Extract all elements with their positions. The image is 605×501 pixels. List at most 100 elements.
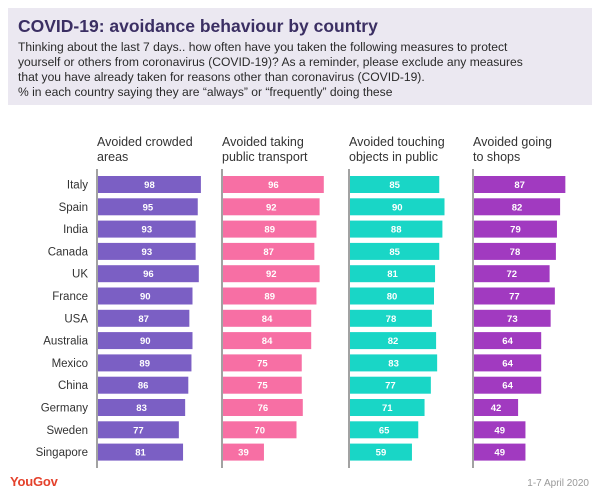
country-label: France xyxy=(52,291,88,303)
country-label: India xyxy=(63,224,89,236)
data-label: 96 xyxy=(268,180,279,191)
data-label: 79 xyxy=(510,225,521,236)
bar-shops xyxy=(474,198,561,216)
data-label: 70 xyxy=(254,425,265,436)
data-label: 96 xyxy=(143,269,154,280)
bar-crowded xyxy=(98,265,199,283)
data-label: 76 xyxy=(258,403,269,414)
subtitle-line: Thinking about the last 7 days.. how oft… xyxy=(18,40,508,54)
data-label: 98 xyxy=(144,180,155,191)
data-label: 77 xyxy=(385,381,396,392)
bar-transport xyxy=(223,309,312,327)
data-label: 81 xyxy=(387,269,398,280)
country-label: Germany xyxy=(41,403,89,415)
series-header: Avoided crowded xyxy=(97,135,193,149)
data-label: 92 xyxy=(266,269,277,280)
data-label: 72 xyxy=(507,269,518,280)
data-label: 84 xyxy=(262,314,273,325)
data-label: 90 xyxy=(140,292,151,303)
country-label: UK xyxy=(72,269,88,281)
data-label: 64 xyxy=(502,358,513,369)
country-label: Italy xyxy=(67,180,88,192)
bar-transport xyxy=(223,354,302,372)
bar-transport xyxy=(223,421,297,439)
bar-touching xyxy=(350,443,412,461)
bar-touching xyxy=(350,242,440,260)
data-label: 90 xyxy=(140,336,151,347)
bar-shops xyxy=(474,242,556,260)
bar-crowded xyxy=(98,443,184,461)
bar-crowded xyxy=(98,354,192,372)
data-label: 64 xyxy=(502,381,513,392)
data-label: 87 xyxy=(263,247,274,258)
data-label: 49 xyxy=(494,425,505,436)
bar-touching xyxy=(350,287,434,305)
country-label: Singapore xyxy=(36,447,88,459)
series-header: to shops xyxy=(473,150,520,164)
series-header: Avoided touching xyxy=(349,135,445,149)
chart-subtitle: Thinking about the last 7 days.. how oft… xyxy=(18,40,588,100)
data-label: 49 xyxy=(494,448,505,459)
data-label: 73 xyxy=(507,314,518,325)
data-label: 84 xyxy=(262,336,273,347)
series-header: objects in public xyxy=(349,150,438,164)
bar-crowded xyxy=(98,421,179,439)
country-label: Australia xyxy=(43,336,88,348)
fieldwork-date: 1-7 April 2020 xyxy=(527,478,589,489)
bar-crowded xyxy=(98,287,193,305)
bar-touching xyxy=(350,399,425,416)
data-label: 80 xyxy=(387,292,398,303)
bar-crowded xyxy=(98,309,190,327)
series-header: Avoided taking xyxy=(222,135,304,149)
country-label: Mexico xyxy=(52,358,88,370)
bar-transport xyxy=(223,176,324,193)
data-label: 95 xyxy=(143,202,154,213)
bar-touching xyxy=(350,376,431,394)
data-label: 89 xyxy=(264,292,275,303)
data-label: 87 xyxy=(138,314,149,325)
bar-shops xyxy=(474,287,555,305)
subtitle-line: % in each country saying they are “alway… xyxy=(18,85,393,99)
bar-touching xyxy=(350,220,443,238)
country-label: Spain xyxy=(59,202,88,214)
bar-touching xyxy=(350,354,438,372)
data-label: 93 xyxy=(142,247,153,258)
bar-transport xyxy=(223,265,320,283)
bar-crowded xyxy=(98,242,196,260)
data-label: 87 xyxy=(514,180,525,191)
bar-crowded xyxy=(98,332,193,350)
bar-touching xyxy=(350,332,437,350)
bar-shops xyxy=(474,265,550,283)
data-label: 82 xyxy=(512,202,523,213)
bar-touching xyxy=(350,265,436,283)
bar-transport xyxy=(223,220,317,238)
data-label: 75 xyxy=(257,381,268,392)
yougov-logo: YouGov xyxy=(10,474,58,489)
data-label: 81 xyxy=(135,448,146,459)
data-label: 83 xyxy=(388,358,399,369)
subtitle-line: yourself or others from coronavirus (COV… xyxy=(18,55,523,69)
data-label: 89 xyxy=(264,225,275,236)
bar-crowded xyxy=(98,376,189,394)
data-label: 82 xyxy=(388,336,399,347)
bar-shops xyxy=(474,421,526,439)
data-label: 59 xyxy=(376,448,387,459)
data-label: 77 xyxy=(509,292,520,303)
data-label: 85 xyxy=(389,180,400,191)
data-label: 42 xyxy=(491,403,502,414)
bar-crowded xyxy=(98,220,196,238)
bar-touching xyxy=(350,421,419,439)
series-header: Avoided going xyxy=(473,135,552,149)
data-label: 88 xyxy=(391,225,402,236)
bar-transport xyxy=(223,287,317,305)
data-label: 85 xyxy=(389,247,400,258)
bar-shops xyxy=(474,399,519,416)
bar-shops xyxy=(474,354,542,372)
data-label: 39 xyxy=(238,448,249,459)
subtitle-line: that you have already taken for reasons … xyxy=(18,70,425,84)
series-header: public transport xyxy=(222,150,308,164)
chart-title: COVID-19: avoidance behaviour by country xyxy=(18,16,378,36)
country-label: China xyxy=(58,380,89,392)
bar-transport xyxy=(223,198,320,216)
